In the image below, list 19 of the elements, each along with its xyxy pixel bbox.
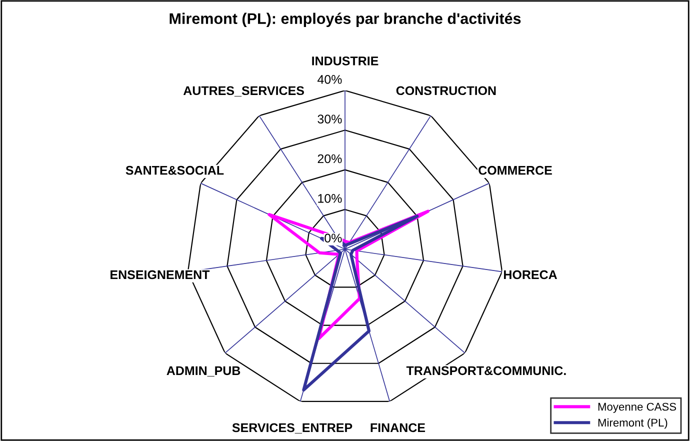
spoke-label: SANTE&SOCIAL bbox=[126, 166, 224, 175]
y-tick-label: 40% bbox=[317, 74, 342, 84]
y-tick-label: 30% bbox=[318, 114, 342, 124]
y-tick-label: 0% bbox=[324, 234, 342, 243]
spoke-label: AUTRES_SERVICES bbox=[183, 86, 304, 96]
y-tick-label: 10% bbox=[318, 194, 342, 203]
legend-label: Moyenne CASS bbox=[598, 402, 676, 413]
spoke-label: ENSEIGNEMENT bbox=[110, 270, 210, 280]
spoke-label: COMMERCE bbox=[478, 166, 552, 175]
spoke-label: CONSTRUCTION bbox=[396, 86, 496, 96]
legend-label: Miremont (PL) bbox=[598, 418, 668, 429]
spoke-label: HORECA bbox=[504, 270, 558, 280]
spoke-label: FINANCE bbox=[370, 423, 426, 432]
chart-title: Miremont (PL): employés par branche d'activités bbox=[170, 12, 521, 28]
spoke-label: ADMIN_PUB bbox=[166, 366, 240, 376]
y-tick-label: 20% bbox=[318, 154, 342, 164]
spoke-label: TRANSPORT&COMMUNIC. bbox=[406, 366, 566, 376]
spoke-label: SERVICES_ENTREP bbox=[232, 423, 352, 434]
spoke-label: INDUSTRIE bbox=[312, 56, 378, 66]
